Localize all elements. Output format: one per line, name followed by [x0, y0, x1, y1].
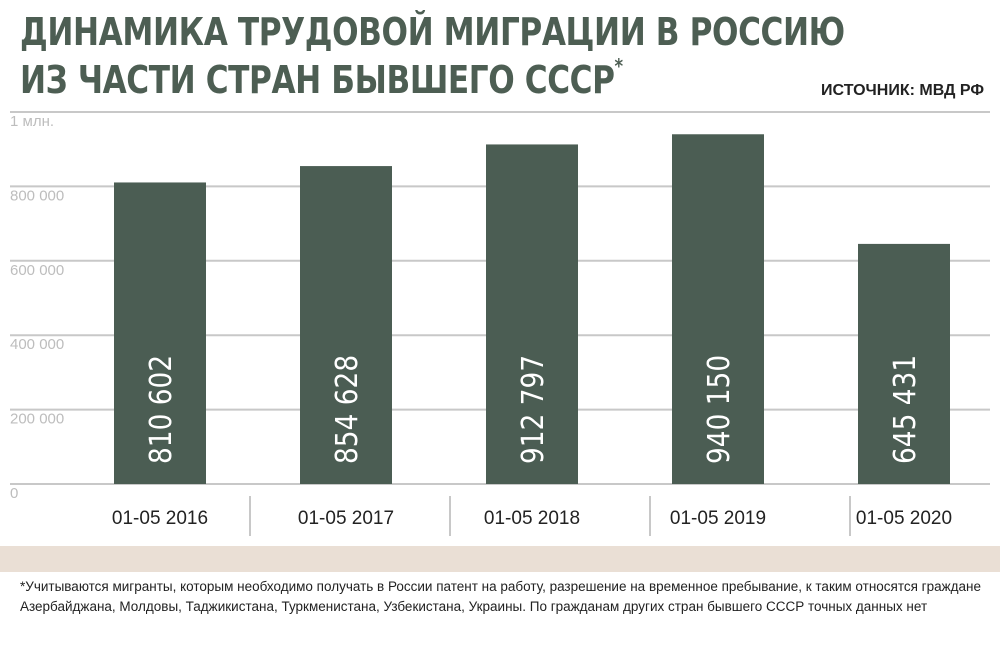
- footnote: *Учитываются мигранты, которым необходим…: [20, 579, 981, 614]
- y-tick-label: 0: [10, 485, 18, 502]
- bar-value-label: 810 602: [143, 355, 178, 464]
- chart-title: ДИНАМИКА ТРУДОВОЙ МИГРАЦИИ В РОССИЮ ИЗ Ч…: [20, 8, 845, 104]
- bar: [858, 243, 950, 484]
- footer-band: [0, 546, 1000, 572]
- x-category-label: 01-05 2020: [856, 508, 952, 529]
- bar-chart: 0 200 000 400 000 600 000 800 000 1 млн. 810 6…: [10, 111, 990, 536]
- title-footnote-mark: *: [614, 54, 624, 78]
- source-label: ИСТОЧНИК: МВД РФ: [821, 82, 984, 99]
- x-category-label: 01-05 2017: [298, 508, 394, 529]
- x-category-label: 01-05 2016: [112, 508, 208, 529]
- bar: [114, 182, 206, 484]
- x-category-label: 01-05 2018: [484, 508, 580, 529]
- bar-value-label: 645 431: [887, 355, 922, 464]
- bar-value-label: 912 797: [515, 355, 550, 464]
- y-tick-label: 600 000: [10, 262, 64, 279]
- bar-value-label: 854 628: [329, 355, 364, 464]
- title-line-2: ИЗ ЧАСТИ СТРАН БЫВШЕГО СССР*: [20, 56, 709, 104]
- x-category-label: 01-05 2019: [670, 508, 766, 529]
- y-tick-label: 800 000: [10, 187, 64, 204]
- y-tick-label: 1 млн.: [10, 113, 54, 130]
- bar: [300, 166, 392, 485]
- bar: [486, 144, 578, 484]
- y-tick-label: 200 000: [10, 411, 64, 428]
- y-tick-label: 400 000: [10, 336, 64, 353]
- title-line-2-text: ИЗ ЧАСТИ СТРАН БЫВШЕГО СССР: [20, 58, 615, 102]
- bar: [672, 134, 764, 484]
- title-line-1: ДИНАМИКА ТРУДОВОЙ МИГРАЦИИ В РОССИЮ: [20, 10, 845, 54]
- bar-value-label: 940 150: [701, 355, 736, 464]
